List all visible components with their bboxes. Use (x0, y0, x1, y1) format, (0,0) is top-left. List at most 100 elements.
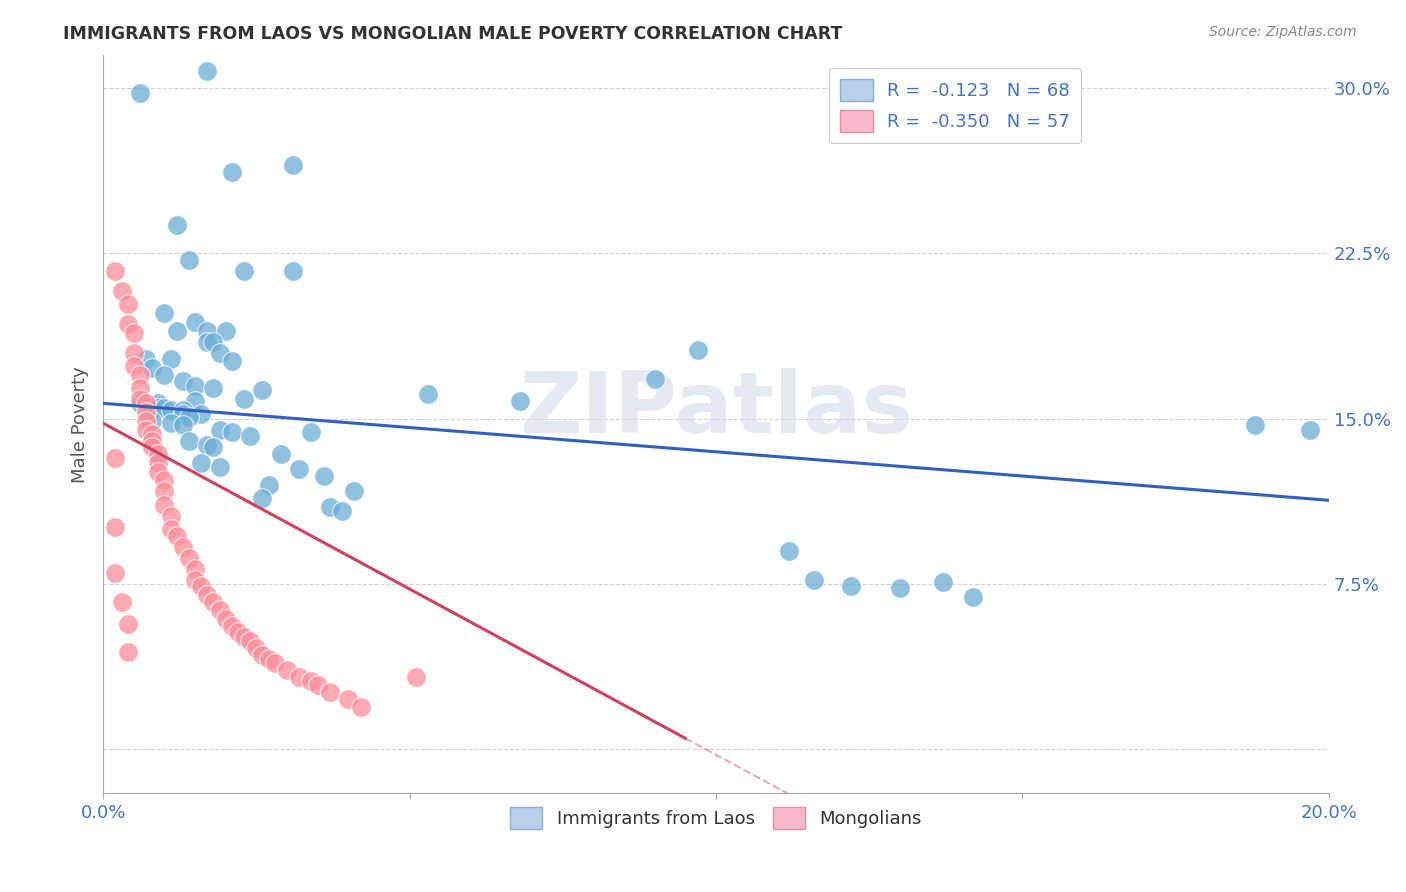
Point (202, 594, 225, 608)
Point (416, 387, 439, 401)
Point (239, 634, 262, 648)
Point (270, 447, 292, 461)
Point (208, 603, 231, 617)
Point (281, 158, 304, 172)
Point (190, 579, 212, 593)
Point (208, 460, 231, 475)
Point (252, 383, 274, 397)
Point (257, 478, 280, 492)
Point (195, 334, 218, 349)
Text: IMMIGRANTS FROM LAOS VS MONGOLIAN MALE POVERTY CORRELATION CHART: IMMIGRANTS FROM LAOS VS MONGOLIAN MALE P… (63, 25, 842, 43)
Point (252, 648, 274, 662)
Point (159, 403, 181, 417)
Point (221, 165, 243, 179)
Point (129, 396, 152, 410)
Point (104, 451, 127, 466)
Point (257, 652, 280, 666)
Point (281, 264, 304, 278)
Point (301, 425, 323, 439)
Point (686, 343, 709, 358)
Point (276, 663, 298, 677)
Point (172, 540, 194, 554)
Point (135, 414, 157, 428)
Point (148, 396, 170, 410)
Point (190, 456, 212, 470)
Point (159, 508, 181, 523)
Point (153, 484, 176, 499)
Point (148, 401, 170, 415)
Point (233, 392, 256, 406)
Point (226, 625, 249, 640)
Point (779, 544, 801, 558)
Point (509, 394, 531, 409)
Point (202, 334, 225, 349)
Point (148, 447, 170, 461)
Point (184, 315, 207, 329)
Point (153, 474, 176, 488)
Point (288, 669, 311, 683)
Text: ZIPatlas: ZIPatlas (519, 368, 912, 451)
Point (208, 345, 231, 359)
Point (202, 441, 225, 455)
Point (129, 368, 152, 382)
Point (153, 368, 176, 382)
Point (153, 306, 176, 320)
Point (349, 700, 371, 714)
Point (644, 372, 666, 386)
Point (839, 579, 862, 593)
Point (172, 418, 194, 433)
Point (233, 264, 256, 278)
Point (803, 573, 825, 587)
Point (184, 378, 207, 392)
Point (129, 86, 152, 100)
Point (129, 381, 152, 395)
Point (117, 317, 139, 331)
Point (263, 657, 285, 671)
Point (110, 284, 132, 298)
Point (110, 594, 132, 608)
Point (141, 427, 163, 442)
Point (962, 591, 984, 605)
Point (184, 394, 207, 409)
Point (208, 423, 231, 437)
Point (319, 500, 342, 514)
Point (215, 612, 238, 626)
Point (135, 423, 157, 437)
Point (141, 414, 163, 428)
Point (221, 425, 243, 439)
Point (141, 361, 163, 376)
Y-axis label: Male Poverty: Male Poverty (72, 366, 89, 483)
Point (153, 498, 176, 512)
Point (172, 374, 194, 388)
Point (931, 574, 953, 589)
Point (1244, 418, 1267, 433)
Point (166, 218, 188, 232)
Point (319, 685, 342, 699)
Point (141, 441, 163, 455)
Point (195, 588, 218, 602)
Point (104, 264, 127, 278)
Point (104, 566, 127, 580)
Point (184, 561, 207, 575)
Point (307, 678, 329, 692)
Point (135, 396, 157, 410)
Point (337, 691, 360, 706)
Point (166, 324, 188, 338)
Point (159, 522, 181, 536)
Point (117, 616, 139, 631)
Point (221, 619, 243, 633)
Point (135, 405, 157, 419)
Point (190, 407, 212, 421)
Point (195, 438, 218, 452)
Point (135, 352, 157, 367)
Point (166, 528, 188, 542)
Point (221, 354, 243, 368)
Point (153, 401, 176, 415)
Point (239, 429, 262, 443)
Legend: Immigrants from Laos, Mongolians: Immigrants from Laos, Mongolians (502, 799, 929, 836)
Text: Source: ZipAtlas.com: Source: ZipAtlas.com (1209, 25, 1357, 39)
Point (172, 407, 194, 421)
Point (122, 359, 145, 373)
Point (117, 297, 139, 311)
Point (177, 253, 200, 268)
